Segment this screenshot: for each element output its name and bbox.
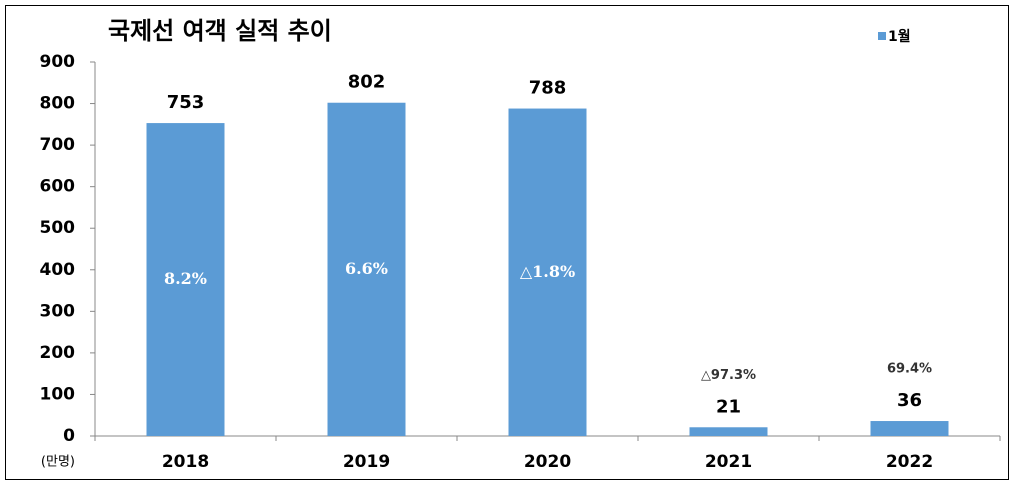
value-label: 21 bbox=[716, 396, 741, 417]
y-tick-label: 300 bbox=[40, 301, 76, 321]
x-tick-label: 2020 bbox=[524, 452, 571, 472]
bar bbox=[870, 421, 949, 436]
bar bbox=[327, 102, 406, 437]
x-tick-label: 2021 bbox=[705, 452, 752, 472]
x-tick-label: 2019 bbox=[343, 452, 390, 472]
bar bbox=[508, 108, 587, 436]
value-label: 753 bbox=[167, 92, 205, 113]
chart-title: 국제선 여객 실적 추이 bbox=[108, 17, 332, 45]
legend-swatch bbox=[878, 32, 886, 40]
bar bbox=[689, 427, 768, 436]
growth-label: △1.8% bbox=[520, 262, 575, 281]
y-tick-label: 400 bbox=[40, 260, 76, 280]
x-tick-label: 2022 bbox=[886, 452, 933, 472]
legend-label: 1월 bbox=[888, 28, 911, 45]
growth-label: 6.6% bbox=[345, 259, 388, 278]
y-tick-label: 100 bbox=[40, 384, 76, 404]
x-tick-label: 2018 bbox=[162, 452, 209, 472]
growth-label: △97.3% bbox=[701, 368, 756, 383]
y-tick-label: 500 bbox=[40, 218, 76, 238]
legend: 1월 bbox=[878, 28, 911, 45]
value-label: 802 bbox=[348, 72, 386, 93]
y-tick-label: 0 bbox=[63, 426, 75, 446]
y-tick-label: 600 bbox=[40, 177, 76, 197]
y-tick-label: 800 bbox=[40, 94, 76, 114]
chart-frame bbox=[5, 5, 1009, 480]
value-label: 788 bbox=[529, 78, 567, 99]
value-label: 36 bbox=[897, 390, 922, 411]
growth-label: 8.2% bbox=[164, 269, 207, 288]
y-tick-label: 200 bbox=[40, 343, 76, 363]
growth-label: 69.4% bbox=[887, 362, 932, 377]
y-tick-label: 900 bbox=[40, 52, 76, 72]
bar bbox=[146, 123, 225, 436]
y-axis-label: (만명) bbox=[41, 455, 75, 470]
y-tick-label: 700 bbox=[40, 135, 76, 155]
